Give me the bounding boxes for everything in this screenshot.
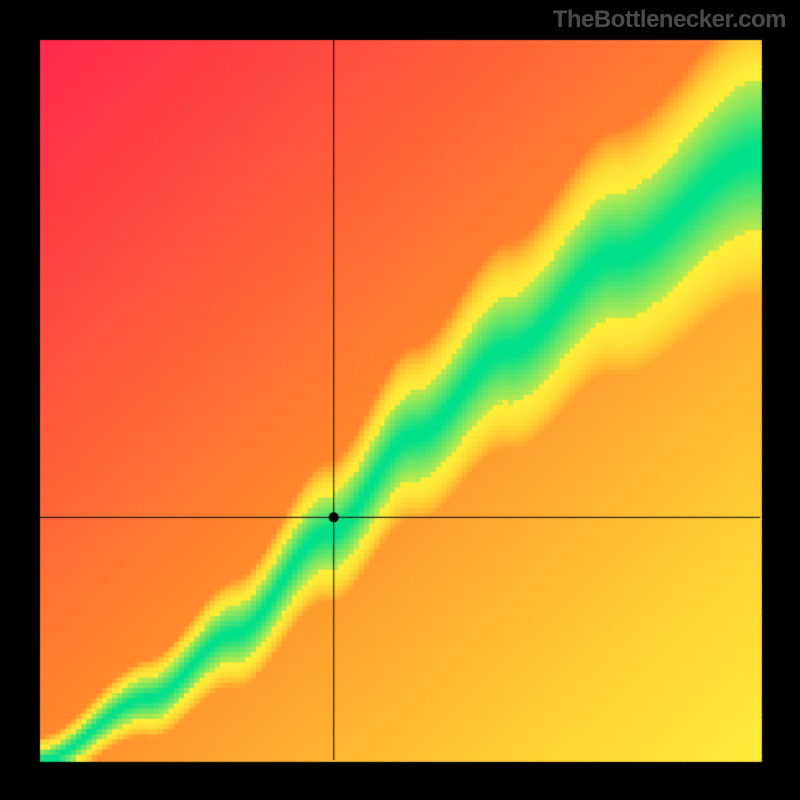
watermark-text: TheBottlenecker.com <box>553 6 786 34</box>
heatmap-canvas <box>0 0 800 800</box>
chart-container: TheBottlenecker.com <box>0 0 800 800</box>
